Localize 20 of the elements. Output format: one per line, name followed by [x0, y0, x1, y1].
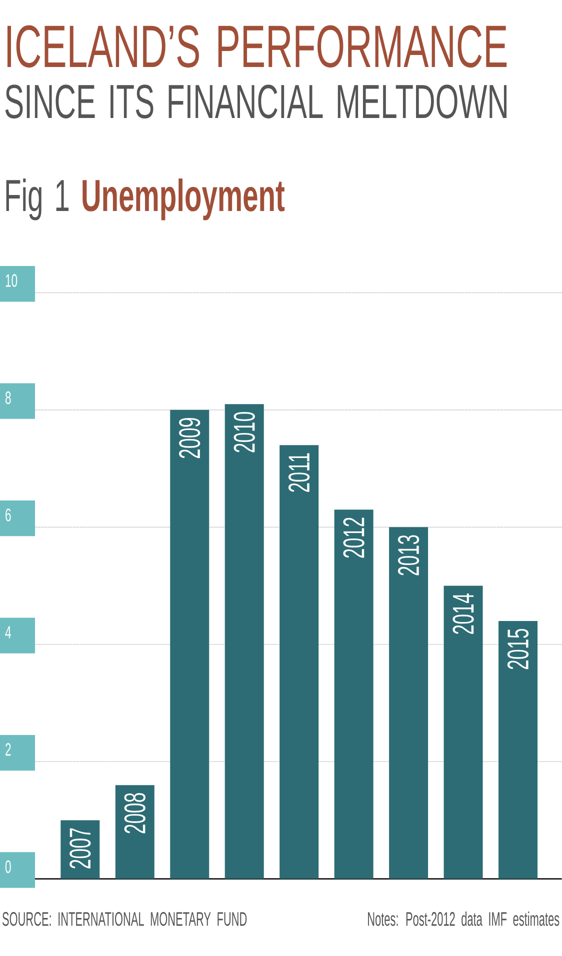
x-tick-label: 2008	[124, 793, 146, 834]
x-tick-label: 2015	[507, 628, 528, 670]
text: Notes: Post-2012 data IMF estimates	[368, 912, 559, 926]
y-tick-label: 8	[5, 391, 11, 404]
y-tick-label: 4	[5, 626, 11, 638]
chart-subtitle: SINCE ITS FINANCIAL MELTDOWN	[5, 84, 506, 118]
x-tick-label: 2007	[69, 828, 91, 868]
x-tick-label: 2010	[234, 412, 255, 452]
x-tick-label: 2009	[178, 418, 200, 458]
x-tick-label: 2013	[398, 535, 419, 576]
x-tick-label: 2014	[452, 594, 474, 634]
y-tick-label: 6	[5, 508, 11, 522]
x-tick-label: 2012	[343, 518, 364, 558]
chart-title: ICELAND’S PERFORMANCE	[7, 25, 506, 68]
caption: Fig 1 Unemployment	[6, 178, 284, 220]
y-tick-label: 0	[5, 860, 11, 874]
x-tick-label: 2011	[288, 453, 310, 492]
y-tick-label: 2	[5, 743, 11, 756]
y-tick-label: 10	[6, 274, 17, 287]
source-note: SOURCE: INTERNATIONAL MONETARY FUND	[2, 912, 246, 926]
